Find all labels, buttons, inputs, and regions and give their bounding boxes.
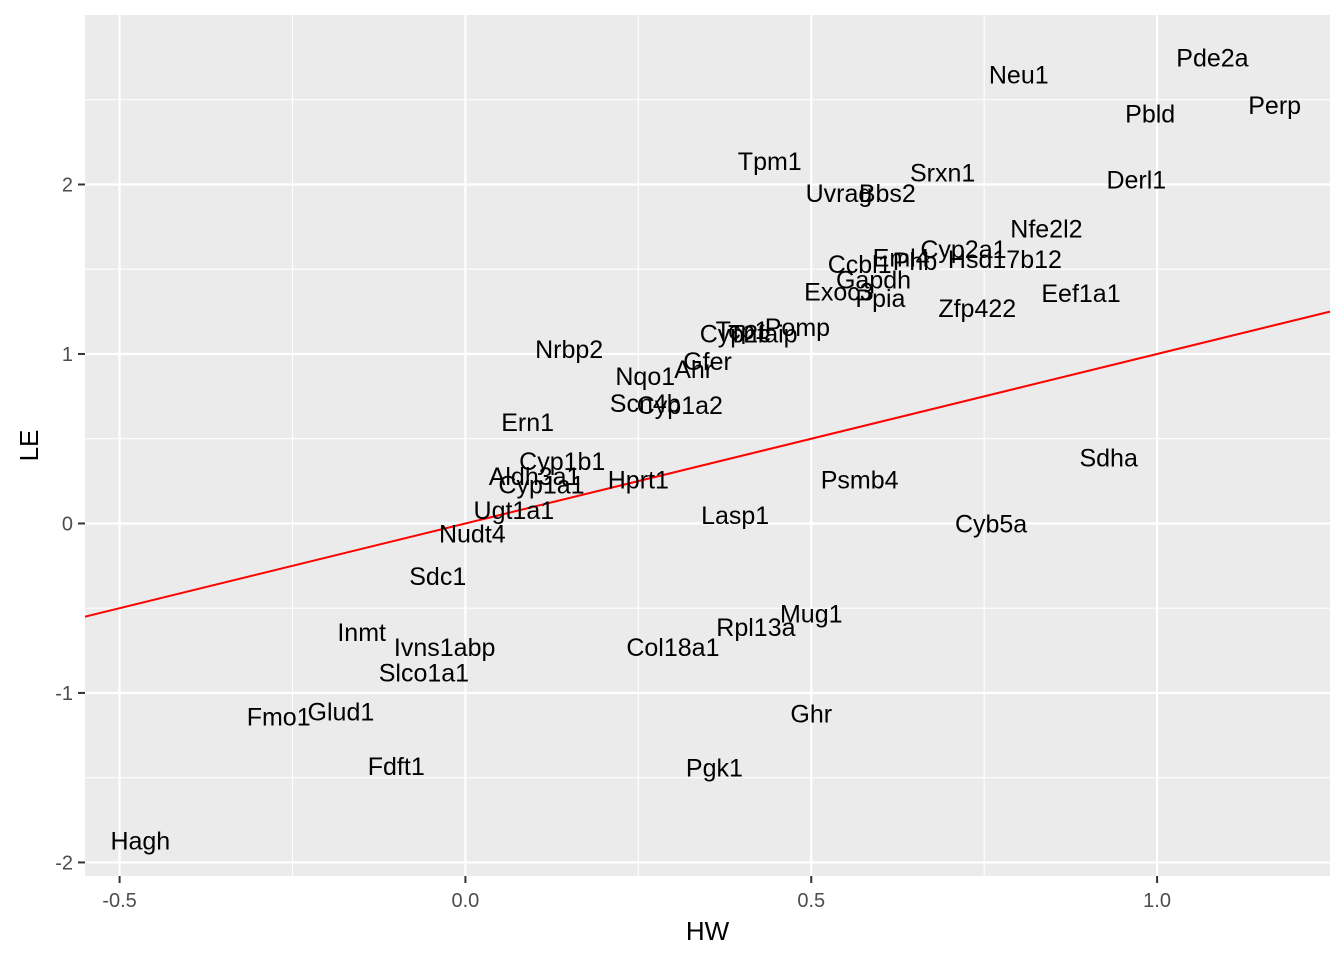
gene-label: Sdc1 bbox=[409, 563, 466, 591]
y-tick-label: -2 bbox=[55, 852, 73, 874]
gene-label: Tcp1 bbox=[716, 317, 769, 345]
y-tick-label: -1 bbox=[55, 683, 73, 705]
gene-label: Nfe2l2 bbox=[1010, 216, 1082, 244]
gene-label: Cyp1a2 bbox=[637, 392, 723, 420]
gene-label: Ugt1a1 bbox=[474, 497, 555, 525]
gene-label: Tnfaip bbox=[728, 321, 797, 349]
gene-label: Slco1a1 bbox=[379, 660, 469, 688]
gene-label: Cyp1b1 bbox=[519, 448, 605, 476]
gene-label: Bbs2 bbox=[859, 180, 916, 208]
gene-label: Pde2a bbox=[1176, 44, 1248, 72]
gene-label: Cyp1a1 bbox=[498, 471, 584, 499]
gene-label: Sdha bbox=[1079, 444, 1137, 472]
gene-label: Gfer bbox=[683, 348, 732, 376]
gene-label: Exoc3 bbox=[804, 278, 873, 306]
gene-label: Glud1 bbox=[308, 699, 375, 727]
gene-label: Eef1a1 bbox=[1041, 280, 1120, 308]
x-tick-label: 0.0 bbox=[452, 890, 480, 912]
gene-label: Gapdh bbox=[836, 266, 911, 294]
gene-label: Derl1 bbox=[1106, 166, 1166, 194]
x-axis-title: HW bbox=[686, 916, 730, 946]
reference-line bbox=[84, 310, 1331, 618]
gene-label: Rpl13a bbox=[716, 614, 795, 642]
gene-label: Zfp422 bbox=[938, 295, 1016, 323]
gene-label: Nrbp2 bbox=[535, 336, 603, 364]
x-tick-label: -0.5 bbox=[102, 890, 136, 912]
gene-label: Fmo1 bbox=[247, 704, 311, 732]
gene-label: Cyp2a1 bbox=[920, 236, 1006, 264]
gene-label: Aldh3a1 bbox=[489, 463, 581, 491]
gene-label: Phb bbox=[893, 248, 937, 276]
gene-label: Inmt bbox=[337, 619, 386, 647]
x-axis-ticks: -0.5 0.0 0.5 1.0 bbox=[102, 876, 1171, 912]
gene-label: Neu1 bbox=[989, 61, 1049, 89]
y-tick-label: 1 bbox=[62, 344, 73, 366]
gene-label: Perp bbox=[1248, 92, 1301, 120]
y-tick-label: 0 bbox=[62, 513, 73, 535]
gene-label: Pgk1 bbox=[686, 755, 743, 783]
gene-label: Ghr bbox=[790, 700, 832, 728]
gene-label: Ern1 bbox=[501, 409, 554, 437]
gene-label: Col18a1 bbox=[626, 634, 719, 662]
gene-label: Cyp2c bbox=[700, 321, 771, 349]
gene-label: Ivns1abp bbox=[394, 634, 495, 662]
gene-labels: Pde2a Neu1 Perp Pbld Tpm1 Srxn1 Derl1 UvragBbs2… bbox=[110, 44, 1301, 855]
gene-label: Ahr bbox=[674, 356, 713, 384]
gene-label: Fdft1 bbox=[368, 753, 425, 781]
y-axis-title: LE bbox=[14, 430, 44, 462]
gene-label: Srxn1 bbox=[910, 160, 975, 188]
x-tick-label: 1.0 bbox=[1143, 890, 1171, 912]
major-gridlines bbox=[85, 15, 1330, 876]
gene-label: Tpm1 bbox=[738, 148, 802, 176]
gene-label: Psmb4 bbox=[821, 466, 899, 494]
gene-label: Pbld bbox=[1125, 100, 1175, 128]
gene-label: Hagh bbox=[110, 827, 170, 855]
gene-label: Eml4 bbox=[873, 244, 930, 272]
gene-label: Nqo1 bbox=[615, 363, 675, 391]
gene-label: Hprt1 bbox=[608, 466, 669, 494]
gene-label: Hsd17b12 bbox=[948, 246, 1062, 274]
gene-label: Cyb5a bbox=[955, 510, 1027, 538]
minor-gridlines bbox=[85, 15, 1330, 876]
x-tick-label: 0.5 bbox=[797, 890, 825, 912]
gene-label: Mug1 bbox=[780, 600, 843, 628]
plot-panel bbox=[85, 15, 1330, 876]
gene-label: Uvrag bbox=[806, 180, 873, 208]
gene-label: Pomp bbox=[765, 314, 830, 342]
gene-label: Scn4b bbox=[610, 390, 681, 418]
gene-label: Ppia bbox=[855, 285, 905, 313]
y-tick-label: 2 bbox=[62, 174, 73, 196]
gene-label: Nudt4 bbox=[439, 521, 506, 549]
reference-line-group bbox=[84, 310, 1331, 618]
y-axis-ticks: -2 -1 0 1 2 bbox=[55, 174, 85, 874]
gene-label: Ccbl1 bbox=[828, 251, 892, 279]
gene-label: Lasp1 bbox=[701, 502, 769, 530]
